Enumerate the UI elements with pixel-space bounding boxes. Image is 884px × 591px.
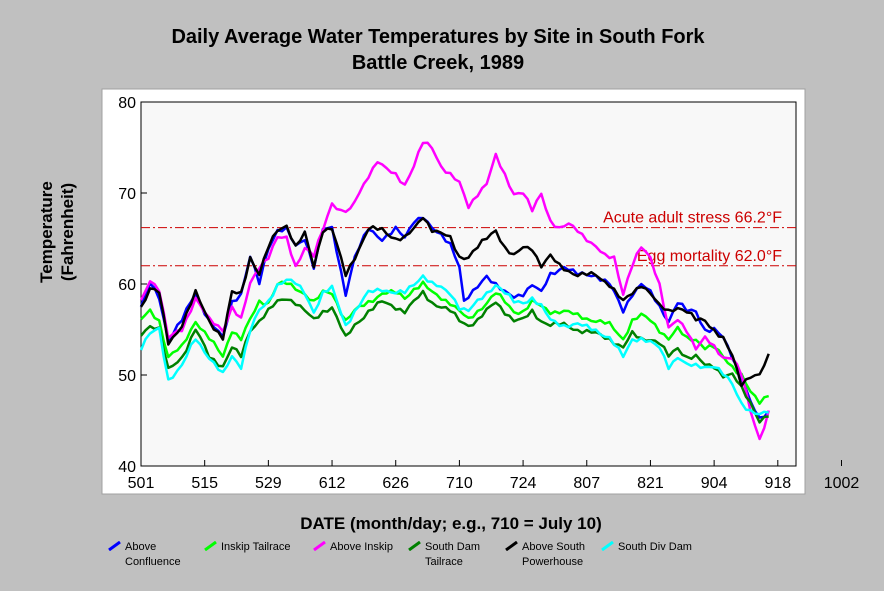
legend-item: Above Inskip	[313, 540, 408, 555]
legend-item: Above South Powerhouse	[505, 540, 600, 570]
y-axis-label-line2: (Fahrenheit)	[58, 183, 77, 281]
series-line-south-dam-tailrace	[140, 289, 769, 424]
series-line-south-div-dam	[139, 274, 769, 416]
reference-line-label: Acute adult stress 66.2°F	[603, 210, 782, 227]
legend-swatch	[505, 541, 518, 551]
x-axis: 5015155296126267107248078219049181002101…	[128, 460, 860, 492]
y-tick-label: 80	[118, 95, 136, 112]
chart-legend: Above Confluence Inskip Tailrace Above Insk…	[108, 540, 808, 585]
legend-label: Above Inskip	[330, 541, 393, 553]
y-tick-label: 40	[118, 459, 136, 476]
legend-label: Above Confluence	[125, 541, 181, 568]
plot-inner	[140, 101, 797, 467]
legend-swatch	[601, 541, 614, 551]
reference-lines: Acute adult stress 66.2°F Egg mortality 6…	[141, 210, 796, 267]
x-tick-label: 1002	[824, 475, 860, 492]
legend-label: Inskip Tailrace	[221, 541, 291, 553]
chart-title-line2: Battle Creek, 1989	[352, 52, 524, 74]
legend-label: Above South Powerhouse	[522, 541, 585, 568]
legend-swatch	[408, 541, 421, 551]
legend-item: South Dam Tailrace	[408, 540, 503, 570]
legend-label: South Dam Tailrace	[425, 541, 481, 568]
y-axis-label-line1: Temperature	[37, 181, 56, 283]
x-axis-label: DATE (month/day; e.g., 710 = July 10)	[300, 514, 602, 533]
x-tick-label: 821	[637, 475, 664, 492]
x-tick-label: 724	[510, 475, 537, 492]
y-tick-label: 60	[118, 277, 136, 294]
reference-line-label: Egg mortality 62.0°F	[637, 248, 782, 265]
x-tick-label: 515	[191, 475, 218, 492]
x-tick-label: 501	[128, 475, 155, 492]
series-lines	[139, 141, 770, 441]
legend-swatch	[313, 541, 326, 551]
series-line-inskip-tailrace	[140, 280, 770, 405]
legend-item: Above Confluence	[108, 540, 203, 570]
x-tick-label: 612	[319, 475, 346, 492]
x-tick-label: 626	[382, 475, 409, 492]
legend-item: South Div Dam	[601, 540, 696, 555]
x-tick-label: 807	[573, 475, 600, 492]
legend-label: South Div Dam	[618, 541, 692, 553]
series-line-above-south-powerhouse	[139, 216, 770, 388]
legend-swatch	[108, 541, 121, 551]
x-tick-label: 904	[701, 475, 728, 492]
y-axis: 40 50 60 70 80	[118, 95, 147, 476]
legend-swatch	[204, 541, 217, 551]
chart-title-line1: Daily Average Water Temperatures by Site…	[171, 26, 705, 48]
x-tick-label: 710	[446, 475, 473, 492]
y-tick-label: 50	[118, 368, 136, 385]
x-tick-label: 529	[255, 475, 282, 492]
y-tick-label: 70	[118, 186, 136, 203]
legend-item: Inskip Tailrace	[204, 540, 299, 555]
x-tick-label: 918	[764, 475, 791, 492]
